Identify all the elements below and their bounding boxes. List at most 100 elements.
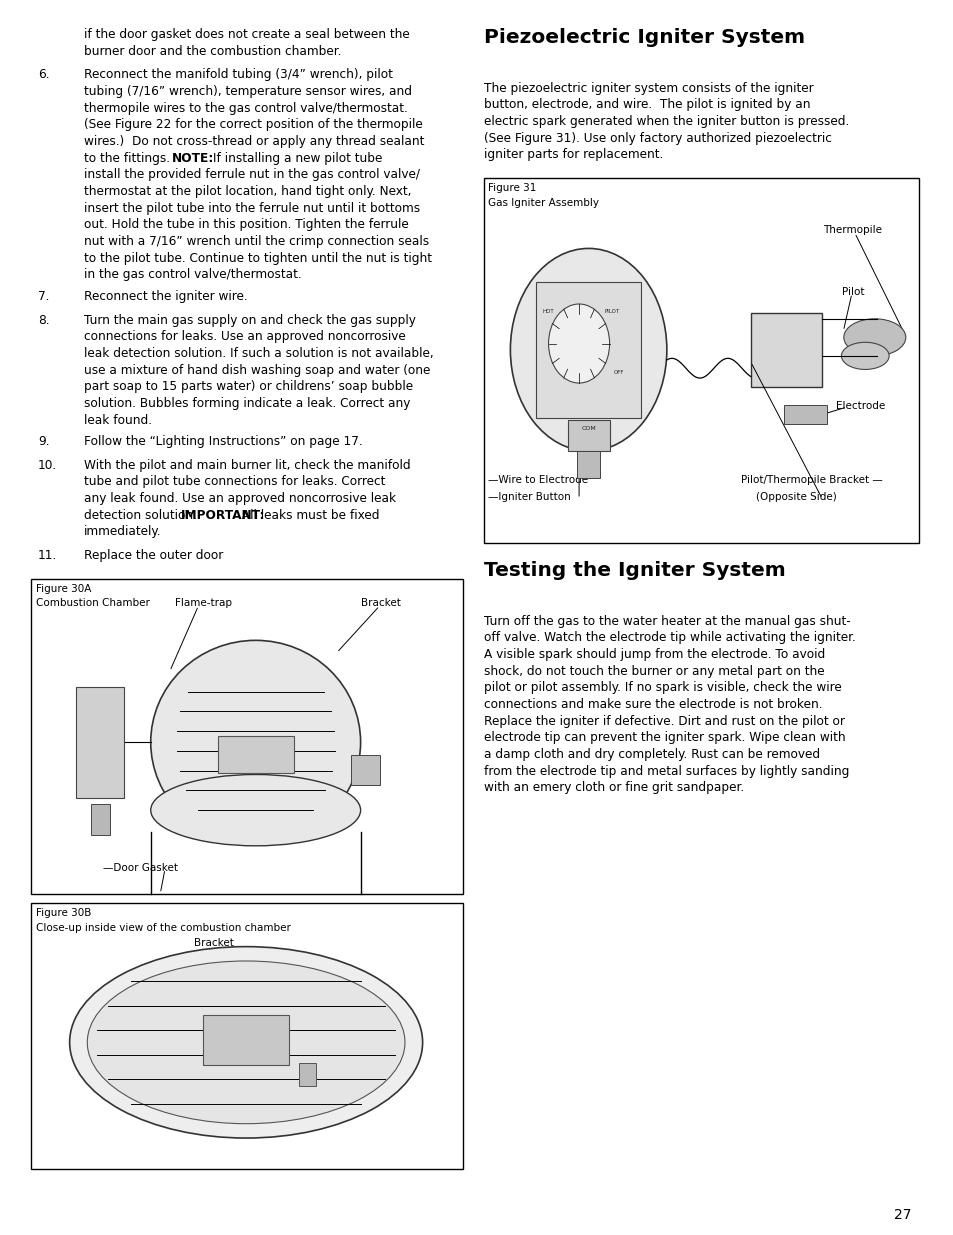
Text: with an emery cloth or fine grit sandpaper.: with an emery cloth or fine grit sandpap… xyxy=(483,782,743,794)
Text: part soap to 15 parts water) or childrens’ soap bubble: part soap to 15 parts water) or children… xyxy=(84,380,413,393)
Text: Thermopile: Thermopile xyxy=(822,225,882,236)
Bar xyxy=(750,312,821,387)
Text: Electrode: Electrode xyxy=(835,400,884,411)
Ellipse shape xyxy=(88,961,404,1124)
Text: Bracket: Bracket xyxy=(193,937,233,948)
Text: All leaks must be fixed: All leaks must be fixed xyxy=(237,509,378,521)
Bar xyxy=(351,755,379,785)
Text: Follow the “Lighting Instructions” on page 17.: Follow the “Lighting Instructions” on pa… xyxy=(84,435,362,448)
Text: insert the pilot tube into the ferrule nut until it bottoms: insert the pilot tube into the ferrule n… xyxy=(84,201,419,215)
Text: Figure 30A: Figure 30A xyxy=(36,583,91,594)
Text: electrode tip can prevent the igniter spark. Wipe clean with: electrode tip can prevent the igniter sp… xyxy=(483,731,844,745)
Text: Reconnect the manifold tubing (3/4” wrench), pilot: Reconnect the manifold tubing (3/4” wren… xyxy=(84,68,393,82)
Text: NOTE:: NOTE: xyxy=(172,152,213,164)
Text: Pilot/Thermopile Bracket —: Pilot/Thermopile Bracket — xyxy=(740,474,882,485)
Bar xyxy=(567,420,609,451)
Text: Replace the outer door: Replace the outer door xyxy=(84,548,223,562)
Text: connections for leaks. Use an approved noncorrosive: connections for leaks. Use an approved n… xyxy=(84,330,405,343)
Text: solution. Bubbles forming indicate a leak. Correct any: solution. Bubbles forming indicate a lea… xyxy=(84,396,410,410)
Text: out. Hold the tube in this position. Tighten the ferrule: out. Hold the tube in this position. Tig… xyxy=(84,219,408,231)
Text: Figure 31: Figure 31 xyxy=(488,183,537,194)
Text: nut with a 7/16” wrench until the crimp connection seals: nut with a 7/16” wrench until the crimp … xyxy=(84,235,429,248)
Text: Piezoelectric Igniter System: Piezoelectric Igniter System xyxy=(483,28,804,47)
Text: tubing (7/16” wrench), temperature sensor wires, and: tubing (7/16” wrench), temperature senso… xyxy=(84,85,412,98)
Text: A visible spark should jump from the electrode. To avoid: A visible spark should jump from the ele… xyxy=(483,648,824,661)
Text: leak detection solution. If such a solution is not available,: leak detection solution. If such a solut… xyxy=(84,347,433,359)
Text: HOT: HOT xyxy=(542,309,554,314)
Text: thermopile wires to the gas control valve/thermostat.: thermopile wires to the gas control valv… xyxy=(84,101,407,115)
Text: 10.: 10. xyxy=(38,458,57,472)
Text: If installing a new pilot tube: If installing a new pilot tube xyxy=(209,152,382,164)
Text: a damp cloth and dry completely. Rust can be removed: a damp cloth and dry completely. Rust ca… xyxy=(483,748,819,761)
Text: (See Figure 31). Use only factory authorized piezoelectric: (See Figure 31). Use only factory author… xyxy=(483,132,831,144)
Bar xyxy=(76,687,124,798)
Text: install the provided ferrule nut in the gas control valve/: install the provided ferrule nut in the … xyxy=(84,168,419,182)
Text: Replace the igniter if defective. Dirt and rust on the pilot or: Replace the igniter if defective. Dirt a… xyxy=(483,715,843,727)
Circle shape xyxy=(510,248,666,451)
Bar xyxy=(217,736,294,773)
Bar xyxy=(298,1063,315,1086)
Text: in the gas control valve/thermostat.: in the gas control valve/thermostat. xyxy=(84,268,301,282)
Text: wires.)  Do not cross-thread or apply any thread sealant: wires.) Do not cross-thread or apply any… xyxy=(84,135,424,148)
Text: —Igniter Button: —Igniter Button xyxy=(488,492,571,501)
Ellipse shape xyxy=(843,319,905,356)
Text: connections and make sure the electrode is not broken.: connections and make sure the electrode … xyxy=(483,698,821,711)
Ellipse shape xyxy=(70,946,422,1137)
Text: igniter parts for replacement.: igniter parts for replacement. xyxy=(483,148,662,162)
Text: Bracket: Bracket xyxy=(360,598,400,609)
Bar xyxy=(31,903,462,1168)
Text: Testing the Igniter System: Testing the Igniter System xyxy=(483,561,784,580)
Text: pilot or pilot assembly. If no spark is visible, check the wire: pilot or pilot assembly. If no spark is … xyxy=(483,682,841,694)
Text: —Wire to Electrode: —Wire to Electrode xyxy=(488,474,588,485)
Text: immediately.: immediately. xyxy=(84,525,161,538)
Text: tube and pilot tube connections for leaks. Correct: tube and pilot tube connections for leak… xyxy=(84,475,385,488)
Text: leak found.: leak found. xyxy=(84,414,152,426)
Text: 27: 27 xyxy=(893,1208,910,1221)
Text: (Opposite Side): (Opposite Side) xyxy=(755,492,836,501)
Bar xyxy=(203,1015,289,1065)
Text: off valve. Watch the electrode tip while activating the igniter.: off valve. Watch the electrode tip while… xyxy=(483,631,855,645)
Text: Close-up inside view of the combustion chamber: Close-up inside view of the combustion c… xyxy=(36,923,291,934)
Text: if the door gasket does not create a seal between the: if the door gasket does not create a sea… xyxy=(84,28,409,42)
Ellipse shape xyxy=(151,774,360,846)
Text: (See Figure 22 for the correct position of the thermopile: (See Figure 22 for the correct position … xyxy=(84,119,422,131)
Ellipse shape xyxy=(151,640,360,844)
Ellipse shape xyxy=(841,342,888,369)
Text: to the fittings.: to the fittings. xyxy=(84,152,173,164)
Text: from the electrode tip and metal surfaces by lightly sanding: from the electrode tip and metal surface… xyxy=(483,764,848,778)
Circle shape xyxy=(548,304,609,383)
Text: With the pilot and main burner lit, check the manifold: With the pilot and main burner lit, chec… xyxy=(84,458,410,472)
Text: Reconnect the igniter wire.: Reconnect the igniter wire. xyxy=(84,290,248,303)
Text: 9.: 9. xyxy=(38,435,50,448)
Bar xyxy=(577,451,599,478)
Text: 8.: 8. xyxy=(38,314,50,326)
Text: to the pilot tube. Continue to tighten until the nut is tight: to the pilot tube. Continue to tighten u… xyxy=(84,252,432,264)
Text: OFF: OFF xyxy=(613,370,624,375)
Bar xyxy=(783,405,826,424)
Bar xyxy=(536,282,640,417)
Text: shock, do not touch the burner or any metal part on the: shock, do not touch the burner or any me… xyxy=(483,664,823,678)
Text: COM: COM xyxy=(580,426,596,431)
Text: burner door and the combustion chamber.: burner door and the combustion chamber. xyxy=(84,44,341,58)
Text: Pilot: Pilot xyxy=(841,287,864,298)
Text: detection solution.: detection solution. xyxy=(84,509,200,521)
Bar xyxy=(31,578,462,893)
Text: Flame-trap: Flame-trap xyxy=(174,598,232,609)
Text: Combustion Chamber: Combustion Chamber xyxy=(36,598,150,609)
Text: any leak found. Use an approved noncorrosive leak: any leak found. Use an approved noncorro… xyxy=(84,492,395,505)
Text: Figure 30B: Figure 30B xyxy=(36,908,91,919)
Text: —Door Gasket: —Door Gasket xyxy=(103,862,178,873)
Text: The piezoelectric igniter system consists of the igniter: The piezoelectric igniter system consist… xyxy=(483,82,813,95)
Bar xyxy=(483,178,918,542)
Bar xyxy=(91,804,110,835)
Text: Turn off the gas to the water heater at the manual gas shut-: Turn off the gas to the water heater at … xyxy=(483,615,849,627)
Text: IMPORTANT:: IMPORTANT: xyxy=(181,509,266,521)
Text: thermostat at the pilot location, hand tight only. Next,: thermostat at the pilot location, hand t… xyxy=(84,185,411,198)
Text: Gas Igniter Assembly: Gas Igniter Assembly xyxy=(488,198,598,209)
Text: 7.: 7. xyxy=(38,290,50,303)
Text: button, electrode, and wire.  The pilot is ignited by an: button, electrode, and wire. The pilot i… xyxy=(483,99,809,111)
Text: 11.: 11. xyxy=(38,548,57,562)
Text: PILOT: PILOT xyxy=(604,309,619,314)
Text: Turn the main gas supply on and check the gas supply: Turn the main gas supply on and check th… xyxy=(84,314,416,326)
Text: electric spark generated when the igniter button is pressed.: electric spark generated when the ignite… xyxy=(483,115,848,128)
